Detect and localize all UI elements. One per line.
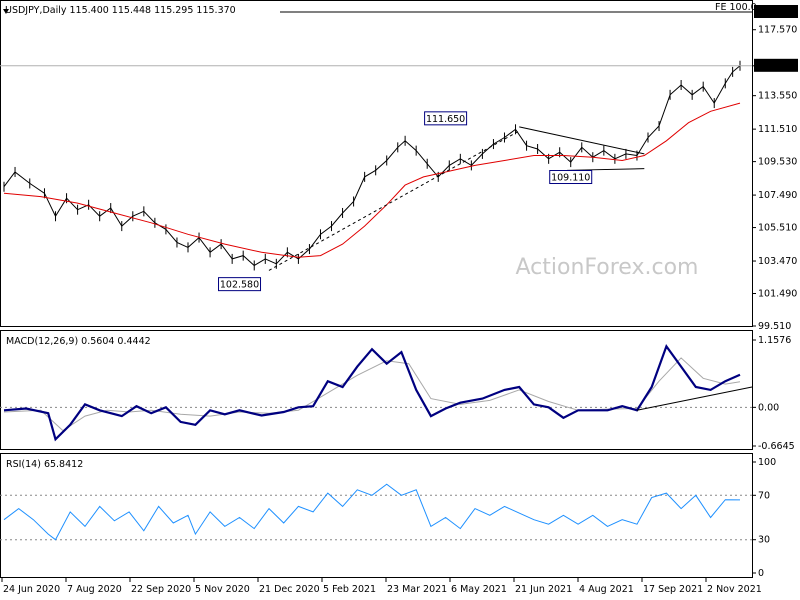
xtick-label: 24 Jun 2020: [3, 584, 60, 595]
rsi-line: [3, 483, 741, 541]
xtick-label: 5 Nov 2020: [195, 584, 250, 595]
price-panel-frame: [0, 0, 753, 327]
macd-ytick-label: 0.00: [758, 402, 779, 413]
rsi-ytick-label: 70: [758, 490, 770, 501]
macd-title: MACD(12,26,9) 0.5604 0.4442: [6, 336, 151, 347]
fe-value-label: 118.650: [758, 7, 797, 18]
rsi-layer: [0, 483, 752, 541]
price-ytick-label: 101.490: [758, 289, 797, 300]
annotation-box: [549, 170, 593, 185]
price-ytick-label: 113.550: [758, 91, 797, 102]
price-ytick-label: 103.470: [758, 256, 797, 267]
rsi-ytick-label: 100: [758, 457, 776, 468]
symbol-header: USDJPY,Daily 115.400 115.448 115.295 115…: [5, 5, 236, 16]
price-ytick-label: 109.530: [758, 157, 797, 168]
annotation-label: 109.110: [551, 173, 590, 184]
last-price-box: [754, 58, 798, 72]
macd-layer: [0, 343, 753, 442]
xtick-label: 21 Dec 2020: [259, 584, 320, 595]
price-ytick-label: 99.510: [758, 321, 791, 332]
rsi-ytick-label: 0: [758, 568, 764, 579]
moving-average-line: [3, 102, 741, 258]
rsi-title: RSI(14) 65.8412: [6, 459, 83, 470]
dropdown-triangle-icon[interactable]: [3, 9, 9, 14]
price-ytick-label: 115.370: [758, 61, 797, 72]
price-ytick-label: 111.510: [758, 124, 797, 135]
watermark: ActionForex.com: [516, 255, 699, 280]
xtick-label: 2 Nov 2021: [707, 584, 762, 595]
xtick-label: 6 May 2021: [451, 584, 507, 595]
annotation-box: [218, 277, 262, 292]
xtick-label: 5 Feb 2021: [323, 584, 376, 595]
fe-value-box: [754, 5, 798, 18]
price-ytick-label: 107.490: [758, 190, 797, 201]
rsi-ytick-label: 30: [758, 535, 770, 546]
macd-ytick-label: 1.1576: [758, 335, 791, 346]
xtick-label: 23 Mar 2021: [387, 584, 447, 595]
xtick-label: 4 Aug 2021: [579, 584, 634, 595]
wedge-trend-line: [519, 126, 645, 155]
axes-layer: 117.570 115.370 113.550 111.510 109.530 107.4…: [1, 5, 798, 595]
xtick-label: 21 Jun 2021: [515, 584, 572, 595]
macd-trend-line: [636, 386, 753, 411]
macd-panel-frame: [0, 330, 753, 450]
xtick-label: 17 Sep 2021: [643, 584, 703, 595]
dashed-trend-line: [268, 130, 520, 271]
price-ytick-label: 105.510: [758, 223, 797, 234]
xtick-label: 7 Aug 2020: [67, 584, 122, 595]
price-layer: FE 100.0 111.650 109.110 102.580: [0, 2, 757, 292]
price-line: [3, 65, 741, 267]
annotation-box: [424, 111, 468, 126]
annotation-label: 111.650: [426, 114, 465, 125]
macd-ytick-label: -0.6645: [758, 441, 795, 452]
rsi-panel-frame: [0, 453, 753, 578]
price-ytick-label: 117.570: [758, 25, 797, 36]
fe-label: FE 100.0: [715, 2, 757, 13]
annotation-label: 102.580: [220, 280, 259, 291]
xtick-label: 22 Sep 2020: [131, 584, 191, 595]
macd-line: [3, 343, 741, 442]
